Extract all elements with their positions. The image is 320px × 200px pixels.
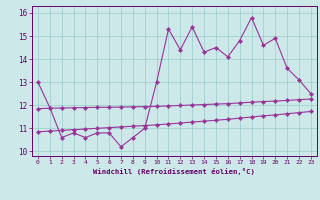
X-axis label: Windchill (Refroidissement éolien,°C): Windchill (Refroidissement éolien,°C) bbox=[93, 168, 255, 175]
